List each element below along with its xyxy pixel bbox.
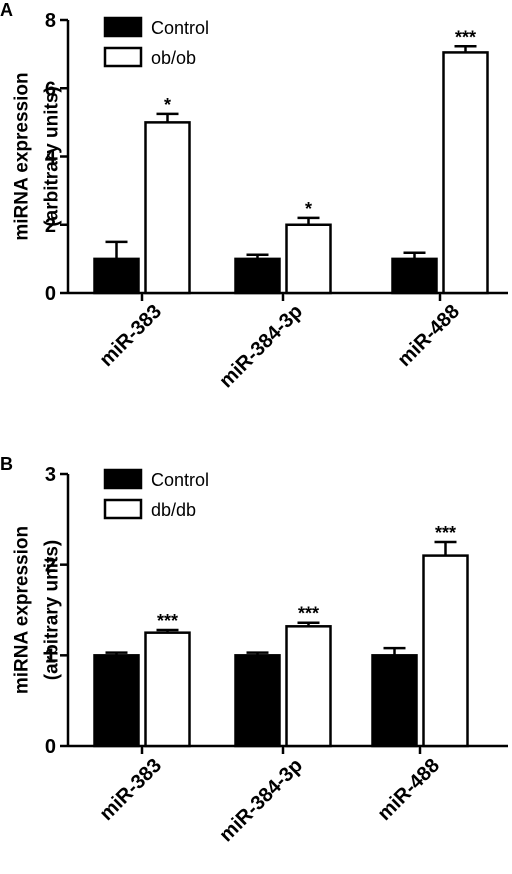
y-tick-label: 8 <box>45 10 56 32</box>
bar-treated-mir-384-3p <box>285 223 332 295</box>
legend-swatch-treated <box>103 498 143 520</box>
bar-control-mir-384-3p <box>234 257 281 295</box>
y-tick-label: 3 <box>45 464 56 486</box>
bar-treated-mir-383 <box>144 121 191 295</box>
y-tick-label: 2 <box>45 215 56 237</box>
bar-control-mir-383 <box>93 257 140 295</box>
significance-marker: * <box>305 199 312 219</box>
legend-label: db/db <box>151 500 196 520</box>
x-category-label: miR-383 <box>95 300 166 371</box>
significance-marker: *** <box>435 523 456 543</box>
x-category-label: miR-384-3p <box>215 300 307 392</box>
bar-treated-mir-383 <box>144 631 191 748</box>
y-tick-label: 0 <box>45 283 56 305</box>
legend-label: ob/ob <box>151 48 196 68</box>
y-axis-label-line-1: miRNA expression <box>11 72 32 240</box>
y-axis-label-line-2: (arbitrary units) <box>41 540 62 680</box>
significance-marker: * <box>164 95 171 115</box>
bar-control-mir-384-3p <box>234 654 281 748</box>
y-axis-label-line-1: miRNA expression <box>11 526 32 694</box>
significance-marker: *** <box>298 604 319 624</box>
y-tick-label: 6 <box>45 78 56 100</box>
x-category-label: miR-488 <box>373 754 444 825</box>
bar-control-mir-383 <box>93 654 140 748</box>
bar-treated-mir-384-3p <box>285 625 332 748</box>
significance-marker: *** <box>157 611 178 631</box>
bar-treated-mir-488 <box>442 51 489 295</box>
bar-treated-mir-488 <box>422 554 469 748</box>
legend-swatch-control <box>103 468 143 490</box>
y-tick-label: 0 <box>45 736 56 758</box>
bar-control-mir-488 <box>391 257 438 295</box>
bar-control-mir-488 <box>371 654 418 748</box>
y-axis-label-line-2: (arbitrary units) <box>41 86 62 226</box>
y-tick-label: 4 <box>45 147 57 169</box>
significance-marker: *** <box>455 27 476 47</box>
y-tick-label: 2 <box>45 555 56 577</box>
x-category-label: miR-383 <box>95 754 166 825</box>
legend-swatch-treated <box>103 46 143 68</box>
panel-letter-b: B <box>0 454 13 474</box>
x-category-label: miR-384-3p <box>215 754 307 846</box>
y-tick-label: 1 <box>45 645 56 667</box>
legend-label: Control <box>151 470 209 490</box>
panel-letter-a: A <box>0 0 13 20</box>
legend-label: Control <box>151 18 209 38</box>
legend-swatch-control <box>103 16 143 38</box>
x-category-label: miR-488 <box>393 300 464 371</box>
